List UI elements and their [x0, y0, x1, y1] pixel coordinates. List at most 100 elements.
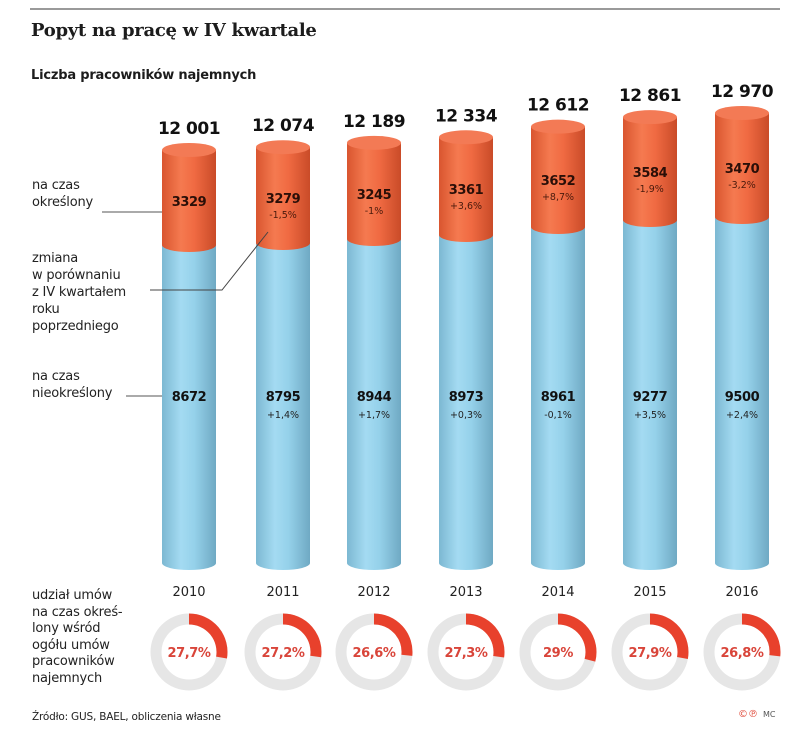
source-note: Źródło: GUS, BAEL, obliczenia własne	[32, 711, 221, 723]
donut-slice-2012	[373, 613, 413, 656]
legend-permanent-line2: nieokreślony	[32, 386, 113, 401]
fixed-term-value-2016: 3470	[725, 162, 760, 177]
bar-fixed-term-base-2011	[256, 236, 310, 250]
share-label-2012: 26,6%	[352, 646, 395, 661]
legend-share-line2: na czas okreś-	[32, 604, 123, 620]
bar-permanent-2011	[256, 243, 310, 563]
fixed-term-value-2012: 3245	[357, 188, 392, 203]
bar-top-cap-2010	[162, 143, 216, 157]
bar-fixed-term-2015	[623, 117, 677, 220]
permanent-value-2016: 9500	[725, 390, 760, 405]
permanent-value-2010: 8672	[172, 390, 207, 405]
leader-change	[150, 231, 269, 291]
chart-title: Popyt na pracę w IV kwartale	[31, 20, 317, 41]
bar-fixed-term-2010	[162, 150, 216, 245]
fixed-term-value-2010: 3329	[172, 195, 207, 210]
bar-permanent-2014	[531, 227, 585, 563]
legend-share-line5: pracowników	[32, 654, 115, 669]
permanent-value-2011: 8795	[266, 390, 301, 405]
bar-top-cap-2013	[439, 130, 493, 145]
total-label-2010: 12 001	[158, 119, 220, 139]
bar-permanent-2015	[623, 220, 677, 563]
legend-permanent-line1: na czas	[32, 369, 80, 384]
year-label-2011: 2011	[266, 585, 299, 600]
bar-permanent-base-2012	[347, 556, 401, 570]
share-label-2016: 26,8%	[720, 646, 763, 661]
donut-slice-2015	[649, 613, 689, 659]
share-donut-2015: 2015 27,9%	[611, 585, 689, 691]
donut-slice-2016	[741, 613, 781, 657]
permanent-change-2014: -0,1%	[544, 410, 572, 421]
legend-fixed-term: na czas określony	[32, 177, 93, 211]
bar-fixed-term-2016	[715, 113, 769, 217]
fixed-term-value-2011: 3279	[266, 192, 301, 207]
share-donut-2014: 2014 29%	[519, 585, 597, 691]
bar-group-2012: 12 189 3245 -1% 8944 +1,7%	[343, 112, 406, 570]
bar-fixed-term-base-2014	[531, 220, 585, 234]
legend-change-line4: roku	[32, 302, 60, 317]
share-donut-2016: 2016 26,8%	[703, 585, 781, 691]
donut-slice-2010	[188, 613, 228, 659]
year-label-2012: 2012	[357, 585, 390, 600]
permanent-change-2016: +2,4%	[726, 410, 758, 421]
year-label-2013: 2013	[449, 585, 482, 600]
permanent-value-2012: 8944	[357, 390, 392, 405]
bar-permanent-base-2015	[623, 556, 677, 570]
fixed-term-value-2014: 3652	[541, 174, 576, 189]
permanent-change-2013: +0,3%	[450, 410, 482, 421]
bar-fixed-term-2013	[439, 137, 493, 235]
legend-permanent: na czas nieokreślony	[32, 368, 112, 402]
share-label-2014: 29%	[543, 646, 573, 661]
donuts-layer: 2010 27,7% 2011 27,2% 2012 26,6% 2013 27,3% 2014…	[150, 585, 781, 691]
permanent-change-2012: +1,7%	[358, 410, 390, 421]
legend-change: zmiana w porównaniu z IV kwartałem roku …	[32, 250, 126, 335]
bar-permanent-2013	[439, 235, 493, 563]
total-label-2015: 12 861	[619, 86, 681, 106]
bar-fixed-term-base-2010	[162, 238, 216, 252]
bar-permanent-2016	[715, 217, 769, 563]
legend-change-line3: z IV kwartałem	[32, 285, 126, 300]
bar-top-cap-2016	[715, 106, 769, 120]
fixed-term-change-2015: -1,9%	[636, 184, 664, 195]
donut-slice-2011	[282, 613, 322, 658]
bar-permanent-2010	[162, 245, 216, 563]
copyright-icon: ©℗	[738, 709, 758, 720]
chart-subtitle: Liczba pracowników najemnych	[31, 68, 257, 83]
year-label-2010: 2010	[172, 585, 205, 600]
year-label-2015: 2015	[633, 585, 666, 600]
leader-lines	[102, 211, 269, 397]
bar-fixed-term-base-2013	[439, 228, 493, 242]
share-label-2010: 27,7%	[167, 646, 210, 661]
bar-group-2013: 12 334 3361 +3,6% 8973 +0,3%	[435, 106, 498, 570]
share-label-2015: 27,9%	[628, 646, 671, 661]
bar-fixed-term-base-2015	[623, 213, 677, 227]
share-donut-2012: 2012 26,6%	[335, 585, 413, 691]
bar-fixed-term-2011	[256, 147, 310, 243]
fixed-term-value-2015: 3584	[633, 166, 668, 181]
bar-permanent-base-2011	[256, 556, 310, 570]
bar-fixed-term-base-2016	[715, 210, 769, 224]
share-label-2011: 27,2%	[261, 646, 304, 661]
bar-top-cap-2015	[623, 110, 677, 125]
top-rule	[30, 8, 780, 10]
bar-group-2015: 12 861 3584 -1,9% 9277 +3,5%	[619, 86, 682, 570]
total-label-2012: 12 189	[343, 112, 405, 132]
total-label-2011: 12 074	[252, 116, 315, 136]
legend-share-line1: udział umów	[32, 588, 113, 603]
share-label-2013: 27,3%	[444, 646, 487, 661]
donut-slice-2013	[465, 613, 505, 658]
total-label-2014: 12 612	[527, 96, 589, 116]
legend-change-line2: w porównaniu	[32, 268, 121, 283]
fixed-term-change-2016: -3,2%	[728, 180, 756, 191]
share-donut-2013: 2013 27,3%	[427, 585, 505, 691]
bar-fixed-term-base-2012	[347, 232, 401, 246]
permanent-value-2014: 8961	[541, 390, 576, 405]
permanent-change-2011: +1,4%	[267, 410, 299, 421]
bar-permanent-base-2014	[531, 556, 585, 570]
bar-fixed-term-2014	[531, 126, 585, 227]
share-donut-2011: 2011 27,2%	[244, 585, 322, 691]
bar-group-2014: 12 612 3652 +8,7% 8961 -0,1%	[527, 96, 590, 570]
bar-permanent-base-2013	[439, 556, 493, 570]
